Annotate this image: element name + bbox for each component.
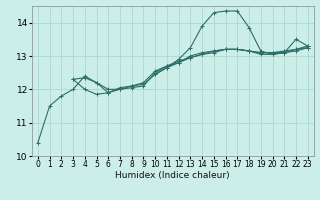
X-axis label: Humidex (Indice chaleur): Humidex (Indice chaleur) [116,171,230,180]
